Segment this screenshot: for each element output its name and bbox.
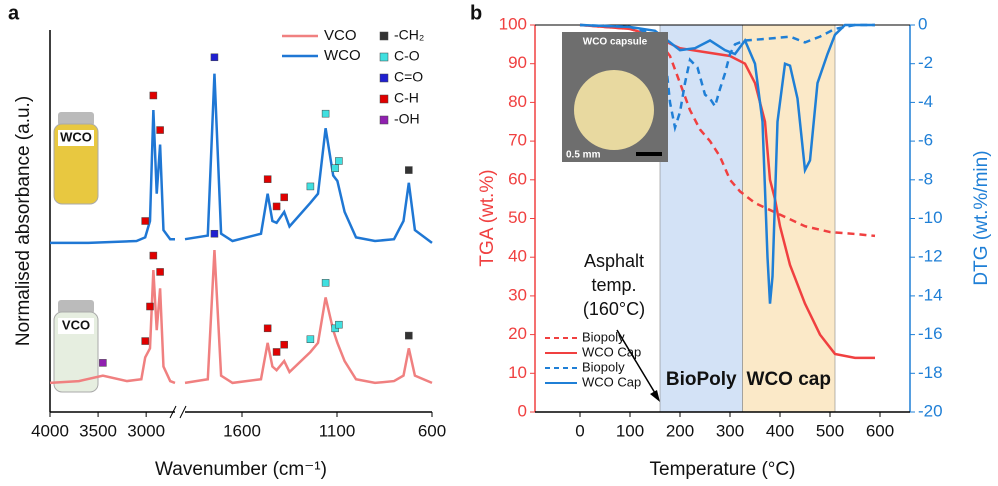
peak-marker xyxy=(264,176,271,183)
x-axis-title: Wavenumber (cm⁻¹) xyxy=(155,459,327,480)
peak-marker xyxy=(307,183,314,190)
legend-label: -CH₂ xyxy=(394,27,424,43)
x-tick-label: 3000 xyxy=(127,421,165,440)
legend-label: WCO Cap xyxy=(582,374,641,389)
figure: a b WCO VCO 40003500300016001100600Waven… xyxy=(0,0,998,486)
x-tick-label: 300 xyxy=(716,421,744,440)
peak-marker xyxy=(211,230,218,237)
legend-swatch xyxy=(380,95,388,103)
peak-marker xyxy=(157,127,164,134)
y2-tick-label: -14 xyxy=(918,285,943,304)
y-tick-label: 0 xyxy=(518,401,527,420)
peak-marker xyxy=(322,110,329,117)
peak-marker xyxy=(150,252,157,259)
legend-label: VCO xyxy=(324,27,357,44)
x-tick-label: 400 xyxy=(766,421,794,440)
panel-label: a xyxy=(8,2,20,24)
y2-axis-title: DTG (wt.%/min) xyxy=(971,150,992,285)
y2-tick-label: 0 xyxy=(918,14,927,33)
y2-tick-label: -16 xyxy=(918,324,943,343)
y-tick-label: 40 xyxy=(508,247,527,266)
peak-marker xyxy=(281,341,288,348)
y-tick-label: 20 xyxy=(508,324,527,343)
x-tick-label: 100 xyxy=(616,421,644,440)
peak-marker xyxy=(150,92,157,99)
peak-marker xyxy=(273,348,280,355)
legend-label: WCO Cap xyxy=(582,344,641,359)
x-tick-label: 600 xyxy=(418,421,446,440)
peak-marker xyxy=(273,203,280,210)
legend-swatch xyxy=(380,53,388,61)
peak-marker xyxy=(142,338,149,345)
x-axis-title: Temperature (°C) xyxy=(650,459,796,480)
y2-tick-label: -8 xyxy=(918,169,933,188)
x-tick-label: 0 xyxy=(575,421,584,440)
vial-wco xyxy=(54,112,98,204)
inset-title: WCO capsule xyxy=(583,37,648,48)
spectrum-line xyxy=(185,250,432,383)
x-tick-label: 600 xyxy=(866,421,894,440)
peak-marker xyxy=(211,54,218,61)
region-label: WCO cap xyxy=(747,369,831,390)
scale-bar xyxy=(636,152,662,156)
peak-marker xyxy=(307,336,314,343)
x-tick-label: 4000 xyxy=(31,421,69,440)
y-tick-label: 90 xyxy=(508,53,527,72)
peak-marker xyxy=(335,321,342,328)
y-tick-label: 30 xyxy=(508,285,527,304)
region-label: BioPoly xyxy=(666,369,737,390)
y2-tick-label: -18 xyxy=(918,363,943,382)
capsule xyxy=(574,70,654,150)
y2-tick-label: -2 xyxy=(918,53,933,72)
legend-label: C=O xyxy=(394,69,423,85)
arrow-head xyxy=(650,390,660,402)
legend-swatch xyxy=(380,74,388,82)
y-tick-label: 100 xyxy=(499,14,527,33)
y-axis-title: Normalised absorbance (a.u.) xyxy=(13,96,34,346)
inset-scale: 0.5 mm xyxy=(566,150,601,161)
y2-tick-label: -4 xyxy=(918,92,933,111)
legend-swatch xyxy=(380,116,388,124)
peak-marker xyxy=(281,194,288,201)
legend-label: -OH xyxy=(394,111,420,127)
y-tick-label: 70 xyxy=(508,131,527,150)
annotation: (160°C) xyxy=(583,299,645,319)
peak-marker xyxy=(142,218,149,225)
y-tick-label: 80 xyxy=(508,92,527,111)
legend-label: Biopoly xyxy=(582,359,625,374)
y-axis-title: TGA (wt.%) xyxy=(477,169,498,266)
y2-tick-label: -12 xyxy=(918,247,943,266)
annotation: temp. xyxy=(591,275,636,295)
peak-marker xyxy=(264,325,271,332)
peak-marker xyxy=(322,279,329,286)
peak-marker xyxy=(335,157,342,164)
x-tick-label: 200 xyxy=(666,421,694,440)
legend-label: C-O xyxy=(394,48,420,64)
y2-tick-label: -6 xyxy=(918,131,933,150)
y-tick-label: 50 xyxy=(508,208,527,227)
x-tick-label: 1100 xyxy=(319,421,356,440)
vial-label: WCO xyxy=(60,129,92,144)
x-tick-label: 500 xyxy=(816,421,844,440)
peak-marker xyxy=(99,359,106,366)
y2-tick-label: -20 xyxy=(918,401,943,420)
x-tick-label: 1600 xyxy=(223,421,261,440)
y-tick-label: 10 xyxy=(508,363,527,382)
vial-label: VCO xyxy=(62,317,90,332)
legend-swatch xyxy=(380,32,388,40)
x-tick-label: 3500 xyxy=(79,421,117,440)
peak-marker xyxy=(157,268,164,275)
panel-label: b xyxy=(470,2,482,24)
peak-marker xyxy=(405,332,412,339)
legend-label: C-H xyxy=(394,90,419,106)
peak-marker xyxy=(405,167,412,174)
legend-label: WCO xyxy=(324,47,361,64)
y2-tick-label: -10 xyxy=(918,208,943,227)
peak-marker xyxy=(147,303,154,310)
y-tick-label: 60 xyxy=(508,169,527,188)
peak-marker xyxy=(332,165,339,172)
annotation: Asphalt xyxy=(584,251,644,271)
